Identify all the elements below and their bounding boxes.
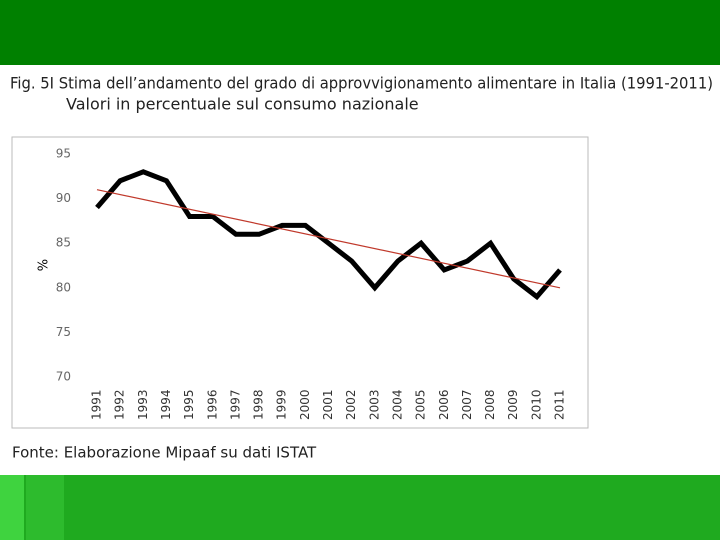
footer-strip <box>26 475 64 540</box>
y-tick-label: 85 <box>56 236 71 250</box>
x-tick-label: 2008 <box>483 389 497 420</box>
x-tick-label: 1993 <box>136 389 150 420</box>
x-tick-label: 2001 <box>321 389 335 420</box>
x-tick-label: 2005 <box>414 389 428 420</box>
x-tick-label: 1997 <box>228 389 242 420</box>
x-tick-label: 1996 <box>205 389 219 420</box>
x-tick-label: 2004 <box>390 389 404 420</box>
x-tick-label: 2010 <box>529 389 543 420</box>
footer-bar <box>0 475 720 540</box>
x-tick-label: 2007 <box>460 389 474 420</box>
y-tick-label: 95 <box>56 147 71 161</box>
y-axis-label: % <box>37 259 52 271</box>
y-tick-label: 70 <box>56 370 71 384</box>
x-tick-label: 1998 <box>252 389 266 420</box>
x-tick-label: 2009 <box>506 389 520 420</box>
x-tick-label: 1999 <box>275 389 289 420</box>
x-tick-label: 2002 <box>344 389 358 420</box>
x-tick-label: 2011 <box>553 389 567 420</box>
trend-line <box>96 189 561 289</box>
y-tick-label: 75 <box>56 325 71 339</box>
x-tick-label: 1994 <box>159 389 173 420</box>
data-line <box>95 169 562 301</box>
footer-strip <box>0 475 24 540</box>
chart-subtitle: Valori in percentuale sul consumo nazion… <box>66 95 419 114</box>
x-tick-label: 2000 <box>298 389 312 420</box>
x-tick-label: 1992 <box>113 389 127 420</box>
x-tick-label: 1995 <box>182 389 196 420</box>
x-tick-label: 2003 <box>367 389 381 420</box>
x-tick-label: 1991 <box>90 389 104 420</box>
y-tick-label: 80 <box>56 280 71 294</box>
x-tick-label: 2006 <box>437 389 451 420</box>
header-bar <box>0 0 720 65</box>
y-tick-label: 90 <box>56 191 71 205</box>
chart-title: Fig. 5I Stima dell’andamento del grado d… <box>10 74 713 93</box>
source-note: Fonte: Elaborazione Mipaaf su dati ISTAT <box>12 444 317 462</box>
chart-frame <box>11 136 589 429</box>
